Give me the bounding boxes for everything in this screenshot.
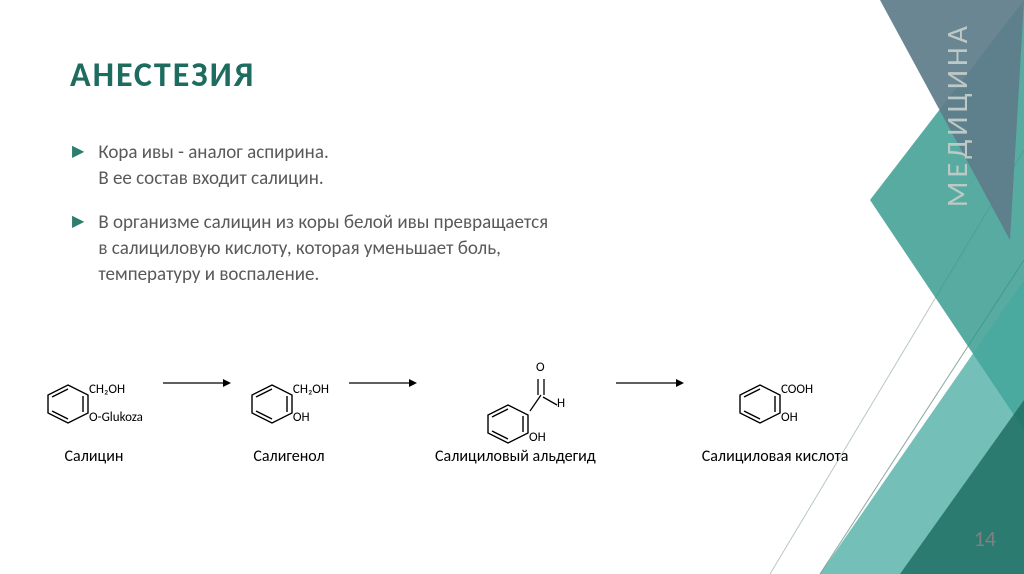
- substituent-top: CH₂OH: [89, 383, 143, 397]
- compound-name: Салициловая кислота: [702, 447, 849, 466]
- reaction-arrow-icon: [161, 375, 231, 394]
- molecule: CH₂OH O-Glukoza: [45, 330, 143, 425]
- substituent-bottom: OH: [529, 431, 546, 445]
- bullet-item: ▶ Кора ивы - аналог аспирина. В ее соста…: [72, 140, 712, 192]
- carbonyl-o-label: O: [536, 361, 545, 375]
- decor-tri-4: [900, 400, 1024, 574]
- substituent-top: COOH: [781, 383, 813, 397]
- substituent-top: H: [557, 397, 565, 411]
- substituent-bottom: OH: [293, 411, 329, 425]
- substituent-bottom: OH: [781, 411, 813, 425]
- bullet-marker-icon: ▶: [72, 210, 84, 234]
- molecule: COOH OH: [737, 330, 813, 425]
- substituent-top: CH₂OH: [293, 383, 329, 397]
- benzene-ring-icon: [737, 383, 783, 425]
- molecule: CH₂OH OH: [249, 330, 329, 425]
- decor-shapes: [764, 0, 1024, 574]
- molecule: O H OH: [485, 330, 546, 445]
- substituent-bottom: O-Glukoza: [89, 411, 143, 425]
- bullet-marker-icon: ▶: [72, 140, 84, 164]
- reaction-scheme: CH₂OH O-Glukoza Салицин: [45, 330, 865, 466]
- benzene-ring-icon: [485, 403, 531, 445]
- benzene-ring-icon: [45, 383, 91, 425]
- slide-title: АНЕСТЕЗИЯ: [70, 55, 255, 96]
- bullet-item: ▶ В организме салицин из коры белой ивы …: [72, 210, 712, 288]
- bullet-text: В организме салицин из коры белой ивы пр…: [98, 210, 548, 288]
- bullet-text: Кора ивы - аналог аспирина. В ее состав …: [98, 140, 328, 192]
- benzene-ring-icon: [249, 383, 295, 425]
- slide: МЕДИЦИНА АНЕСТЕЗИЯ ▶ Кора ивы - аналог а…: [0, 0, 1024, 574]
- compound-name: Салигенол: [253, 447, 324, 466]
- bullet-list: ▶ Кора ивы - аналог аспирина. В ее соста…: [72, 140, 712, 306]
- compound: COOH OH Салициловая кислота: [702, 330, 849, 466]
- compound: O H OH Салициловый альдегид: [435, 330, 596, 466]
- compound: CH₂OH OH Салигенол: [249, 330, 329, 466]
- page-number: 14: [974, 525, 996, 552]
- compound-name: Салицин: [65, 447, 124, 466]
- reaction-arrow-icon: [614, 375, 684, 394]
- compound: CH₂OH O-Glukoza Салицин: [45, 330, 143, 466]
- reaction-arrow-icon: [347, 375, 417, 394]
- compound-name: Салициловый альдегид: [435, 447, 596, 466]
- side-category-label: МЕДИЦИНА: [939, 22, 976, 207]
